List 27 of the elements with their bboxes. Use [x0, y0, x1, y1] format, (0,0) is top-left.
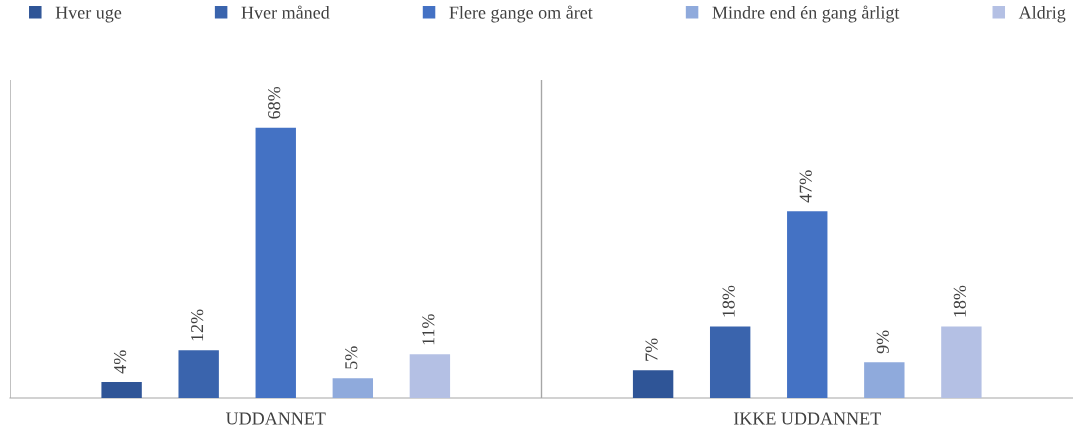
legend-label: Hver måned — [241, 5, 330, 19]
bar — [941, 326, 982, 398]
bar — [255, 127, 296, 398]
data-label: 18% — [722, 285, 735, 317]
data-label: 47% — [799, 170, 812, 203]
data-label: 5% — [345, 346, 358, 369]
legend-label: Mindre end én gang årligt — [712, 5, 900, 23]
x-tick-label: UDDANNET — [225, 412, 326, 425]
bar — [632, 370, 674, 398]
bar — [864, 362, 905, 398]
data-label: 9% — [876, 330, 889, 354]
bar — [332, 378, 374, 398]
legend-label: Hver uge — [55, 6, 122, 23]
data-label: 11% — [422, 314, 435, 345]
data-label: 18% — [953, 285, 966, 317]
x-tick-label: IKKE UDDANNET — [733, 412, 881, 425]
legend-label: Aldrig — [1018, 5, 1066, 23]
bar — [409, 354, 451, 398]
bar — [709, 326, 751, 398]
bar — [101, 382, 142, 398]
data-label: 12% — [191, 309, 204, 341]
data-label: 4% — [113, 350, 127, 374]
bar — [178, 350, 219, 398]
legend-label: Flere gange om året — [449, 5, 593, 23]
data-label: 68% — [268, 86, 281, 119]
data-label: 7% — [645, 338, 658, 361]
bar — [787, 211, 828, 398]
